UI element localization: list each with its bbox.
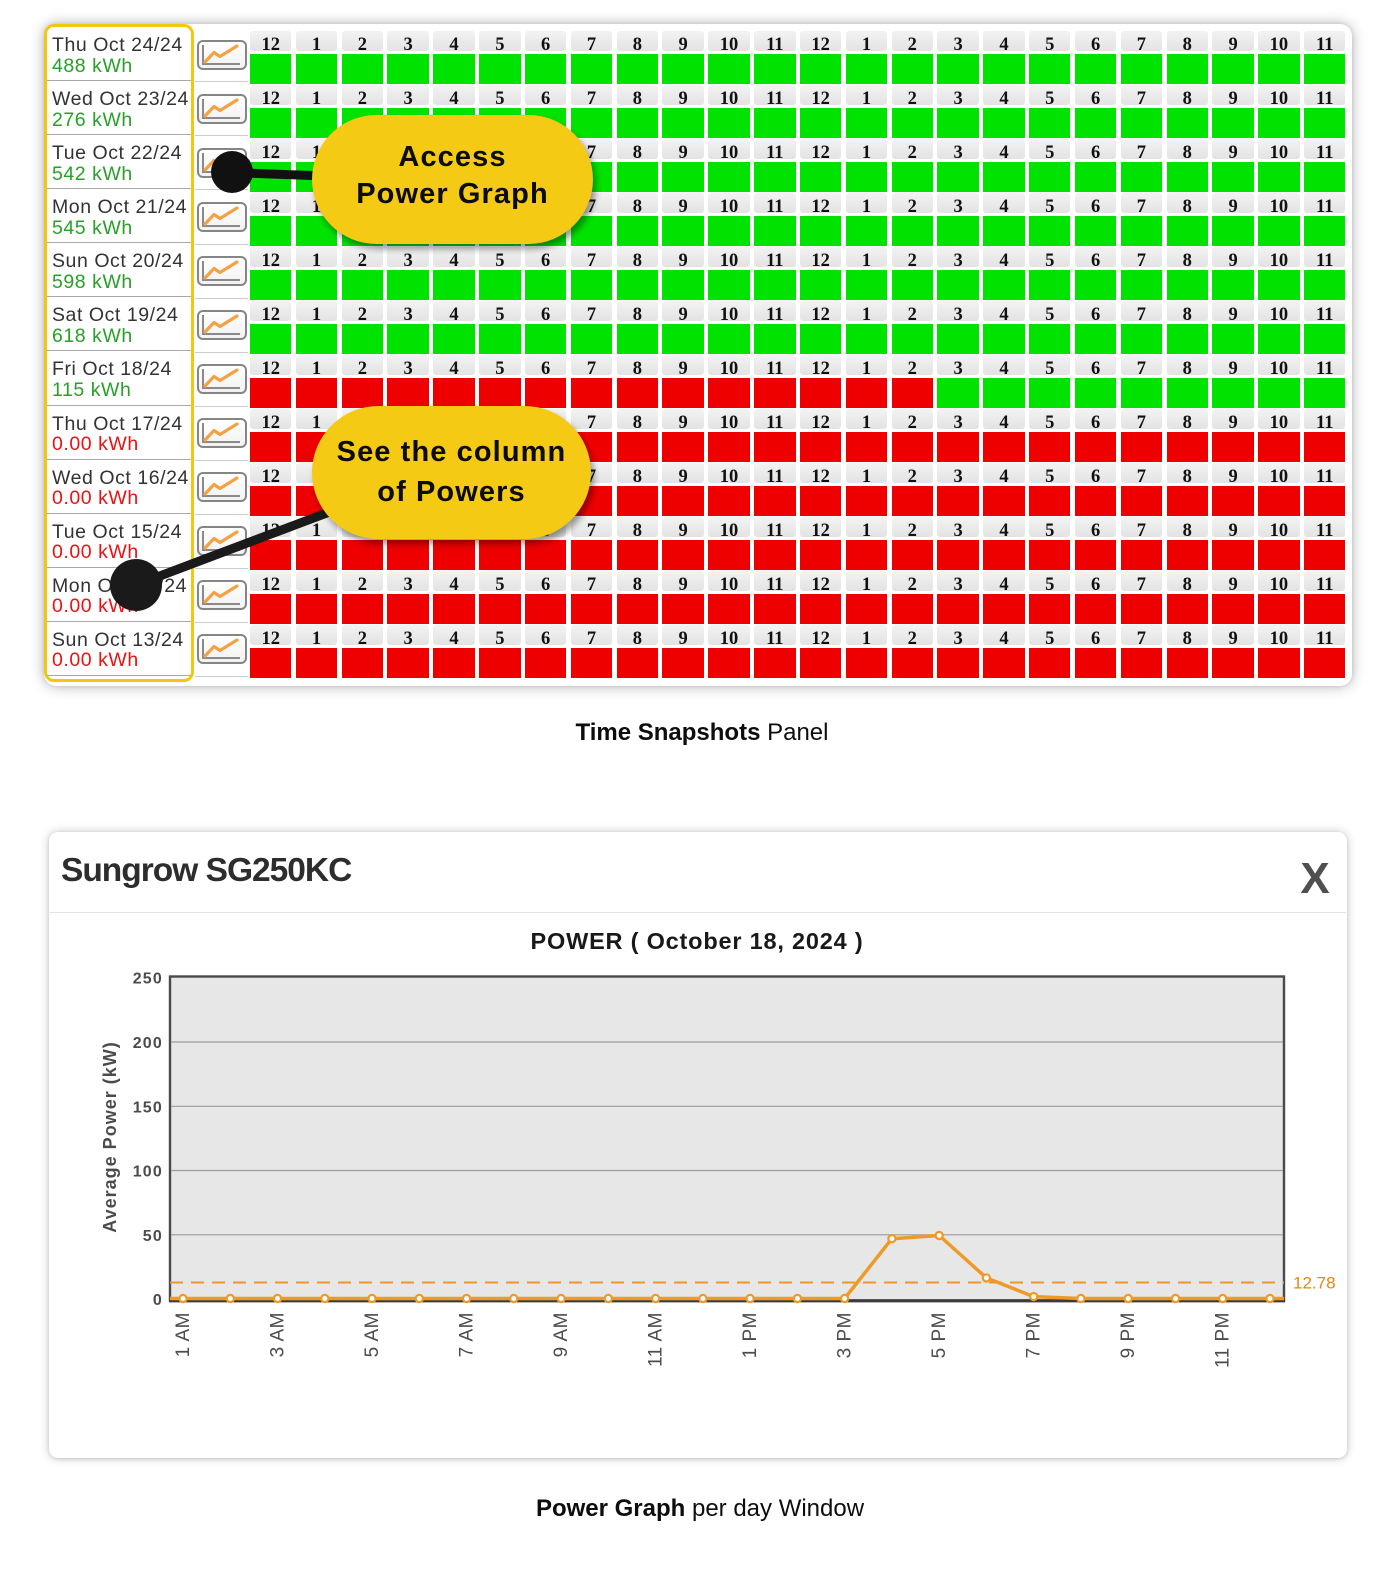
svg-text:7 AM: 7 AM <box>457 1312 478 1357</box>
svg-text:200: 200 <box>133 1035 163 1052</box>
svg-text:11 PM: 11 PM <box>1213 1312 1234 1368</box>
svg-text:5 PM: 5 PM <box>929 1312 950 1358</box>
svg-text:11 AM: 11 AM <box>646 1312 667 1367</box>
svg-text:250: 250 <box>133 971 163 988</box>
svg-text:Average Power (kW): Average Power (kW) <box>100 1041 120 1232</box>
svg-text:9 PM: 9 PM <box>1118 1312 1139 1358</box>
svg-text:7 PM: 7 PM <box>1024 1312 1045 1358</box>
svg-text:5 AM: 5 AM <box>362 1312 383 1357</box>
svg-text:9 AM: 9 AM <box>551 1312 572 1357</box>
svg-text:1 AM: 1 AM <box>173 1312 194 1357</box>
svg-text:150: 150 <box>133 1099 163 1116</box>
svg-text:50: 50 <box>143 1228 163 1245</box>
svg-text:100: 100 <box>133 1164 163 1181</box>
svg-text:3 AM: 3 AM <box>268 1312 289 1357</box>
svg-text:12.78: 12.78 <box>1293 1274 1336 1293</box>
svg-text:1 PM: 1 PM <box>740 1312 761 1358</box>
svg-text:3 PM: 3 PM <box>835 1312 856 1358</box>
svg-text:0: 0 <box>153 1292 163 1309</box>
